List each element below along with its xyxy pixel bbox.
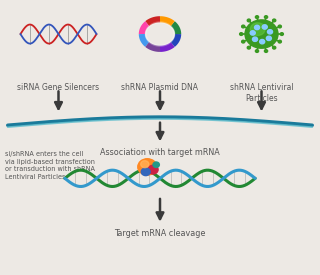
Circle shape bbox=[153, 162, 159, 167]
Circle shape bbox=[148, 165, 158, 174]
Text: shRNA Lentiviral
Particles: shRNA Lentiviral Particles bbox=[230, 83, 293, 103]
Circle shape bbox=[273, 46, 276, 49]
Circle shape bbox=[273, 19, 276, 22]
Circle shape bbox=[247, 46, 251, 49]
Circle shape bbox=[255, 16, 259, 18]
Circle shape bbox=[280, 33, 284, 35]
Circle shape bbox=[255, 50, 259, 53]
Circle shape bbox=[250, 31, 255, 35]
Circle shape bbox=[254, 25, 260, 30]
Circle shape bbox=[242, 25, 245, 28]
Text: shRNA Plasmid DNA: shRNA Plasmid DNA bbox=[122, 83, 198, 92]
Text: si/shRNA enters the cell
via lipid-based transfection
or transduction with shRNA: si/shRNA enters the cell via lipid-based… bbox=[4, 151, 95, 180]
Circle shape bbox=[252, 37, 258, 42]
Circle shape bbox=[245, 20, 278, 48]
Circle shape bbox=[242, 40, 245, 43]
Text: Target mRNA cleavage: Target mRNA cleavage bbox=[114, 229, 206, 238]
Circle shape bbox=[278, 40, 281, 43]
Circle shape bbox=[264, 16, 268, 18]
Circle shape bbox=[266, 36, 271, 40]
Circle shape bbox=[250, 23, 265, 35]
Circle shape bbox=[247, 19, 251, 22]
Circle shape bbox=[260, 40, 265, 44]
Circle shape bbox=[141, 168, 150, 176]
Circle shape bbox=[138, 159, 157, 175]
Circle shape bbox=[240, 33, 243, 35]
Circle shape bbox=[268, 30, 273, 34]
Circle shape bbox=[264, 50, 268, 53]
Text: Association with target mRNA: Association with target mRNA bbox=[100, 148, 220, 157]
Circle shape bbox=[262, 25, 267, 29]
Circle shape bbox=[278, 25, 281, 28]
Text: siRNA Gene Silencers: siRNA Gene Silencers bbox=[17, 83, 100, 92]
Circle shape bbox=[141, 161, 149, 168]
